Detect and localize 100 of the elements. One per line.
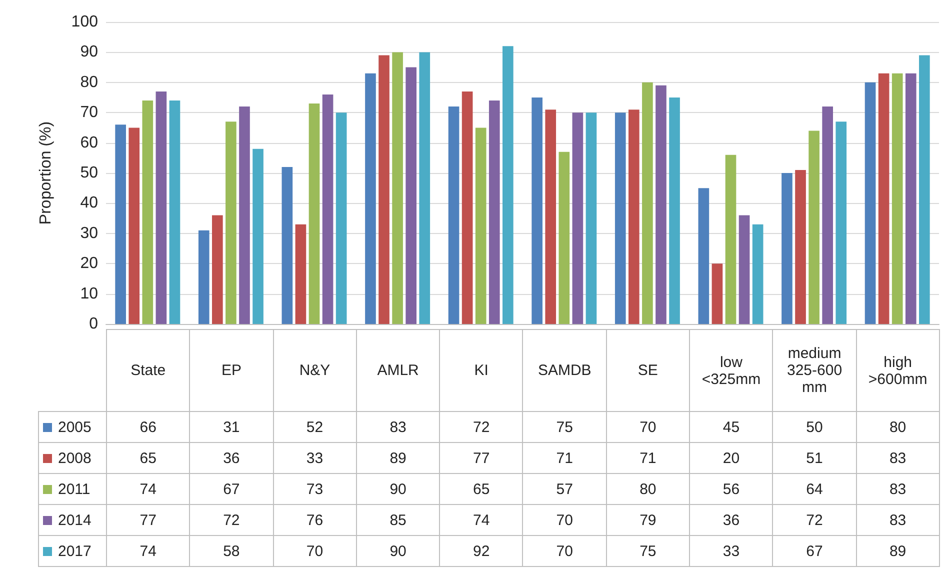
data-label: 70: [522, 504, 606, 536]
bar: [614, 112, 626, 324]
bar: [502, 46, 514, 324]
data-label: 83: [856, 442, 940, 474]
bar: [698, 188, 710, 324]
y-axis-title: Proportion (%): [38, 121, 54, 225]
bar: [419, 52, 430, 324]
bar: [406, 67, 416, 324]
data-label: 70: [606, 412, 690, 442]
y-tick-label: 50: [80, 164, 98, 182]
bar: [308, 104, 320, 324]
y-tick-label: 30: [80, 224, 98, 242]
x-tick-label: N&Y: [273, 330, 356, 412]
y-tick-label: 20: [80, 255, 98, 272]
data-label: 58: [190, 536, 274, 566]
bar: [572, 112, 584, 324]
data-label: 89: [856, 536, 940, 566]
x-tick-label: low <325mm: [690, 330, 773, 412]
data-label: 89: [356, 442, 440, 474]
legend-label: 2008: [38, 442, 106, 474]
x-tick-label: SAMDB: [522, 330, 606, 412]
bar: [656, 85, 666, 324]
bar: [782, 173, 792, 324]
data-label: 90: [356, 536, 440, 566]
data-label: 92: [440, 536, 523, 566]
bar: [322, 94, 334, 324]
data-label: 74: [106, 536, 190, 566]
x-tick-label: high >600mm: [856, 330, 940, 412]
bar: [115, 124, 126, 324]
y-tick-label: 0: [89, 316, 98, 332]
bar: [156, 91, 167, 324]
bar: [822, 106, 833, 324]
data-label: 79: [606, 504, 690, 536]
data-label: 73: [273, 474, 356, 504]
bar: [545, 110, 556, 324]
data-label: 67: [190, 474, 274, 504]
data-label: 90: [356, 474, 440, 504]
legend-label: 2017: [38, 536, 106, 566]
bar: [919, 55, 930, 324]
bar: [212, 215, 223, 324]
data-label: 75: [606, 536, 690, 566]
bar: [365, 73, 376, 324]
data-label: 36: [690, 504, 773, 536]
data-label: 83: [356, 412, 440, 442]
x-tick-label: SE: [606, 330, 690, 412]
data-label: 57: [522, 474, 606, 504]
bar: [738, 215, 750, 324]
bar: [712, 264, 723, 324]
bar: [892, 73, 903, 324]
data-label: 83: [856, 504, 940, 536]
data-label: 80: [856, 412, 940, 442]
bar: [752, 224, 764, 324]
bar: [488, 100, 500, 324]
bar: [878, 73, 890, 324]
y-tick-label: 90: [80, 44, 98, 61]
y-tick-label: 60: [80, 134, 98, 152]
bar: [252, 148, 264, 324]
data-label: 65: [440, 474, 523, 504]
data-label: 77: [106, 504, 190, 536]
x-tick-label: KI: [440, 330, 523, 412]
data-label: 80: [606, 474, 690, 504]
data-label: 20: [690, 442, 773, 474]
data-label: 77: [440, 442, 523, 474]
data-label: 83: [856, 474, 940, 504]
data-label: 33: [690, 536, 773, 566]
data-label: 70: [522, 536, 606, 566]
bar: [905, 73, 916, 324]
bar: [198, 230, 210, 324]
bar: [836, 122, 847, 324]
data-label: 71: [606, 442, 690, 474]
data-label: 74: [440, 504, 523, 536]
data-label: 85: [356, 504, 440, 536]
bar: [169, 100, 180, 324]
bar: [378, 55, 390, 324]
data-label: 75: [522, 412, 606, 442]
data-label: 65: [106, 442, 190, 474]
data-label: 74: [106, 474, 190, 504]
y-tick-label: 100: [71, 14, 98, 30]
legend-label: 2011: [38, 474, 106, 504]
bar: [475, 128, 486, 324]
bar: [142, 100, 154, 324]
data-label: 51: [772, 442, 856, 474]
data-label: 66: [106, 412, 190, 442]
bar: [462, 91, 473, 324]
data-label: 72: [440, 412, 523, 442]
bar: [642, 82, 653, 324]
bar: [864, 82, 876, 324]
legend-label: 2005: [38, 412, 106, 442]
legend-label: 2014: [38, 504, 106, 536]
data-label: 70: [273, 536, 356, 566]
x-tick-label: State: [106, 330, 190, 412]
bar: [795, 170, 806, 324]
y-tick-label: 80: [80, 74, 98, 91]
x-tick-label: EP: [190, 330, 274, 412]
data-label: 56: [690, 474, 773, 504]
bar: [586, 112, 597, 324]
y-tick-label: 40: [80, 194, 98, 212]
data-label: 76: [273, 504, 356, 536]
bar: [558, 152, 570, 324]
data-label: 71: [522, 442, 606, 474]
